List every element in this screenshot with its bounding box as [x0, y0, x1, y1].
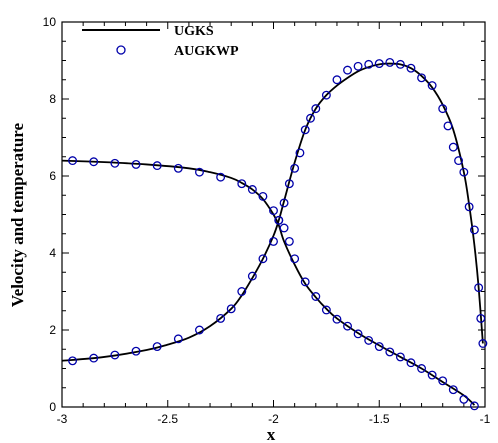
data-point-augkwp	[295, 148, 305, 158]
data-point-augkwp	[443, 121, 453, 131]
data-point-augkwp	[68, 156, 78, 166]
data-point-augkwp	[406, 63, 416, 73]
data-point-augkwp	[459, 394, 469, 404]
data-point-augkwp	[374, 342, 384, 352]
y-tick-label: 6	[49, 169, 56, 183]
x-tick-label: -1.5	[369, 412, 390, 426]
data-point-augkwp	[173, 334, 183, 344]
data-point-augkwp	[406, 358, 416, 368]
series-layer	[61, 57, 488, 411]
data-point-augkwp	[258, 191, 268, 201]
data-point-augkwp	[427, 370, 437, 380]
data-point-augkwp	[226, 304, 236, 314]
x-tick-label: -2	[268, 412, 279, 426]
data-point-augkwp	[332, 75, 342, 85]
data-point-augkwp	[195, 167, 204, 177]
data-point-augkwp	[247, 185, 257, 194]
data-point-augkwp	[385, 347, 395, 357]
x-tick-label: -2.5	[157, 412, 178, 426]
data-point-augkwp	[464, 202, 474, 212]
data-point-augkwp	[89, 353, 99, 363]
data-point-augkwp	[321, 305, 331, 315]
data-point-augkwp	[290, 254, 300, 264]
data-point-augkwp	[306, 113, 315, 123]
data-point-augkwp	[469, 225, 479, 235]
legend: UGKS AUGKWP	[82, 24, 239, 59]
series-line-ugks-1	[61, 62, 484, 362]
data-point-augkwp	[110, 158, 120, 168]
legend-label-augkwp: AUGKWP	[174, 44, 239, 59]
x-axis-title: x	[267, 425, 276, 443]
data-point-augkwp	[152, 161, 162, 171]
data-point-augkwp	[427, 81, 437, 90]
data-point-augkwp	[374, 59, 384, 69]
data-point-augkwp	[454, 156, 464, 166]
tick-labels: -3 -2.5 -2 -1.5 -1 0 2 4 6 8 10	[43, 15, 491, 426]
data-point-augkwp	[459, 167, 469, 177]
data-point-augkwp	[290, 163, 300, 173]
data-point-augkwp	[284, 179, 294, 189]
data-point-augkwp	[321, 90, 331, 100]
data-point-augkwp	[353, 61, 363, 71]
x-tick-label: -3	[57, 412, 68, 426]
data-point-augkwp	[311, 104, 321, 114]
data-point-augkwp	[173, 163, 183, 173]
series-ugks	[61, 62, 484, 406]
data-point-augkwp	[385, 57, 395, 67]
data-point-augkwp	[110, 350, 120, 360]
data-point-augkwp	[237, 287, 247, 296]
data-point-augkwp	[274, 215, 284, 225]
y-tick-label: 8	[49, 92, 56, 106]
y-tick-label: 2	[49, 323, 56, 337]
data-point-augkwp	[469, 401, 479, 411]
data-point-augkwp	[417, 364, 426, 373]
data-point-augkwp	[247, 271, 257, 281]
data-point-augkwp	[216, 172, 226, 182]
tick-marks	[61, 21, 486, 408]
data-point-augkwp	[300, 125, 310, 135]
data-point-augkwp	[300, 277, 310, 287]
data-point-augkwp	[89, 157, 99, 167]
data-point-augkwp	[284, 236, 294, 246]
data-point-augkwp	[476, 314, 486, 323]
legend-marker-augkwp	[116, 45, 126, 55]
y-axis-title: Velocity and temperature	[8, 122, 27, 307]
data-point-augkwp	[395, 59, 405, 69]
data-point-augkwp	[332, 314, 342, 324]
x-tick-label: -1	[480, 412, 491, 426]
series-augkwp	[68, 57, 488, 411]
data-point-augkwp	[195, 325, 204, 335]
data-point-augkwp	[279, 198, 289, 208]
data-point-augkwp	[152, 342, 162, 352]
data-point-augkwp	[417, 73, 426, 83]
data-point-augkwp	[131, 159, 141, 169]
data-point-augkwp	[364, 59, 374, 69]
y-tick-label: 0	[49, 400, 56, 414]
data-point-augkwp	[474, 283, 484, 293]
data-point-augkwp	[237, 179, 247, 189]
data-point-augkwp	[353, 329, 363, 339]
series-line-ugks-0	[61, 159, 476, 406]
data-point-augkwp	[343, 65, 352, 75]
data-point-augkwp	[448, 142, 458, 152]
data-point-augkwp	[279, 223, 289, 233]
data-point-augkwp	[68, 356, 78, 366]
data-point-augkwp	[216, 314, 226, 323]
data-point-augkwp	[438, 104, 448, 114]
data-point-augkwp	[131, 346, 141, 356]
data-point-augkwp	[364, 335, 374, 345]
data-point-augkwp	[311, 292, 321, 301]
data-point-augkwp	[438, 376, 448, 386]
data-point-augkwp	[269, 206, 278, 216]
legend-label-ugks: UGKS	[174, 24, 214, 39]
data-point-augkwp	[269, 236, 278, 246]
data-point-augkwp	[478, 339, 488, 348]
data-point-augkwp	[395, 352, 405, 362]
y-tick-label: 4	[49, 246, 56, 260]
y-tick-label: 10	[43, 15, 57, 29]
data-point-augkwp	[448, 385, 458, 395]
data-point-augkwp	[258, 254, 268, 264]
data-point-augkwp	[343, 321, 352, 331]
